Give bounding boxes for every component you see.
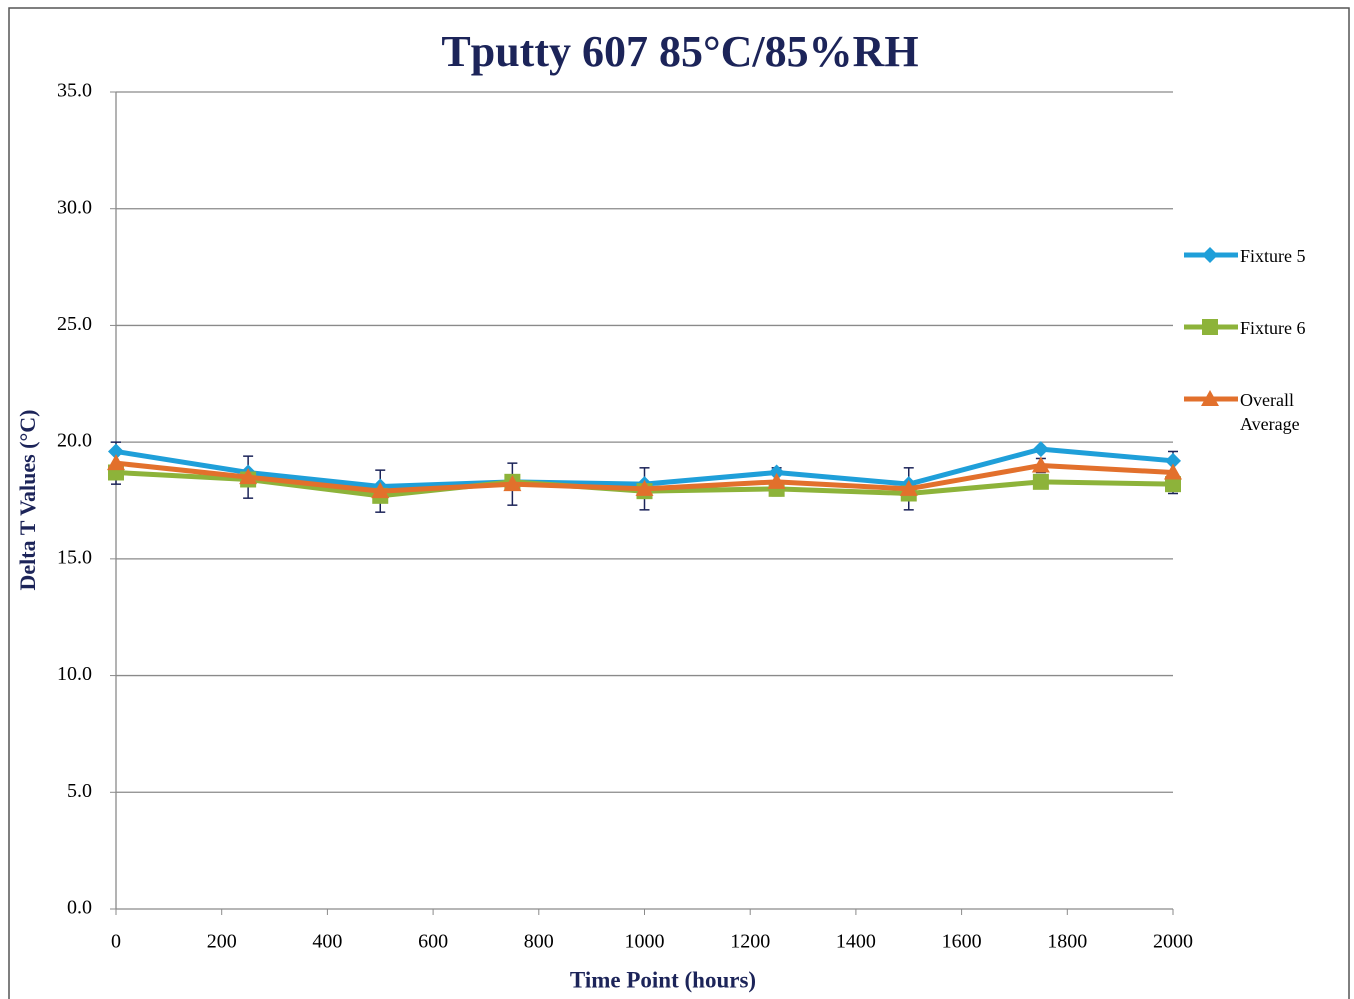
marker	[371, 482, 390, 499]
marker	[1201, 390, 1219, 406]
y-axis-label: Delta T Values (°C)	[15, 410, 40, 591]
legend-label: Overall Average	[1240, 390, 1300, 434]
legend-item: Fixture 6	[1182, 312, 1352, 384]
legend-item: Fixture 5	[1182, 240, 1352, 312]
x-tick-label: 2000	[1153, 931, 1193, 953]
x-tick-label: 600	[418, 931, 448, 953]
legend-swatch	[1184, 319, 1238, 335]
marker	[1202, 247, 1218, 263]
marker	[239, 468, 258, 485]
x-tick-label: 1200	[730, 931, 770, 953]
y-tick-label: 20.0	[57, 430, 92, 452]
marker	[635, 479, 654, 496]
x-tick-label: 1800	[1047, 931, 1087, 953]
x-tick-label: 400	[312, 931, 342, 953]
x-tick-label: 200	[207, 931, 237, 953]
x-tick-label: 800	[524, 931, 554, 953]
marker	[767, 472, 786, 489]
y-tick-label: 10.0	[57, 663, 92, 685]
legend-label: Fixture 6	[1240, 318, 1306, 338]
legend: Fixture 5 Fixture 6 Overall Average	[1182, 240, 1352, 456]
marker	[1165, 452, 1181, 469]
y-tick-label: 5.0	[67, 780, 92, 802]
legend-swatch	[1184, 247, 1238, 263]
marker	[1032, 441, 1049, 458]
marker	[108, 443, 124, 460]
x-tick-label: 1400	[836, 931, 876, 953]
legend-label: Fixture 5	[1240, 246, 1306, 266]
chart-frame	[8, 7, 1350, 999]
marker	[107, 454, 125, 471]
marker	[1031, 456, 1050, 473]
marker	[1165, 476, 1181, 493]
y-tick-label: 35.0	[57, 80, 92, 102]
marker	[1032, 473, 1049, 490]
marker	[899, 479, 918, 496]
marker	[768, 464, 785, 481]
legend-swatch	[1184, 390, 1238, 406]
x-axis-label: Time Point (hours)	[570, 967, 756, 992]
y-tick-label: 0.0	[67, 897, 92, 919]
x-tick-label: 1000	[625, 931, 665, 953]
marker	[1202, 319, 1218, 335]
marker	[503, 475, 522, 492]
legend-item: Overall Average	[1182, 384, 1352, 456]
chart-title: Tputty 607 85°C/85%RH	[441, 27, 918, 76]
y-tick-label: 30.0	[57, 196, 92, 218]
y-tick-label: 15.0	[57, 546, 92, 568]
x-tick-label: 1600	[942, 931, 982, 953]
marker	[1164, 463, 1182, 480]
y-tick-label: 25.0	[57, 313, 92, 335]
x-tick-label: 0	[111, 931, 121, 953]
